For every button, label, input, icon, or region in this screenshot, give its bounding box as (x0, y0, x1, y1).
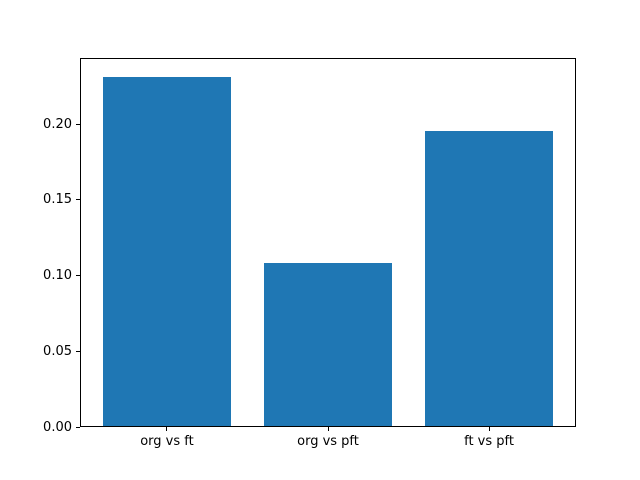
y-tick-label: 0.20 (43, 116, 72, 132)
y-tick-mark (76, 350, 80, 352)
y-tick-label: 0.05 (43, 343, 72, 359)
x-tick-mark (166, 427, 168, 431)
x-tick-label: org vs ft (140, 434, 194, 449)
x-tick-label: ft vs pft (464, 434, 514, 449)
y-tick-mark (76, 123, 80, 125)
bar-org-vs-ft (102, 76, 232, 426)
y-tick-mark (76, 199, 80, 201)
y-tick-mark (76, 426, 80, 428)
y-tick-label: 0.00 (43, 419, 72, 435)
y-tick-label: 0.15 (43, 192, 72, 208)
x-tick-label: org vs pft (297, 434, 359, 449)
y-tick-mark (76, 275, 80, 277)
plot-area (80, 58, 576, 427)
x-tick-mark (327, 427, 329, 431)
bar-ft-vs-pft (424, 130, 554, 426)
bar-org-vs-pft (263, 263, 393, 426)
x-tick-mark (488, 427, 490, 431)
y-tick-label: 0.10 (43, 268, 72, 284)
